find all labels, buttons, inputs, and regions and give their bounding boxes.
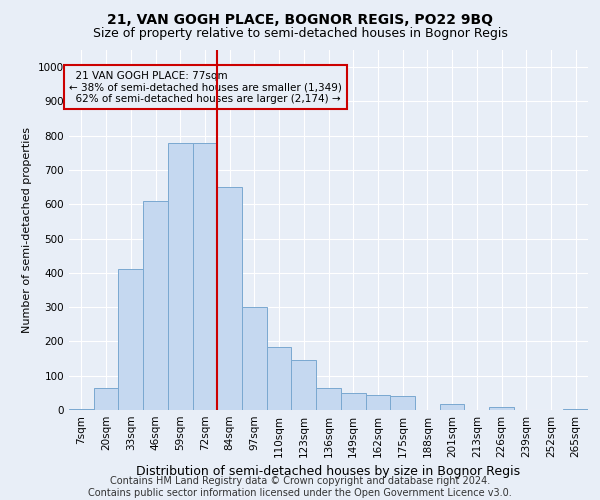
- Bar: [365, 394, 390, 410]
- Bar: [341, 393, 365, 410]
- Text: Contains HM Land Registry data © Crown copyright and database right 2024.
Contai: Contains HM Land Registry data © Crown c…: [88, 476, 512, 498]
- Bar: [217, 187, 242, 410]
- Text: Size of property relative to semi-detached houses in Bognor Regis: Size of property relative to semi-detach…: [92, 28, 508, 40]
- Bar: [193, 142, 217, 410]
- Bar: [143, 201, 168, 410]
- Bar: [94, 388, 118, 410]
- X-axis label: Distribution of semi-detached houses by size in Bognor Regis: Distribution of semi-detached houses by …: [136, 466, 521, 478]
- Bar: [267, 346, 292, 410]
- Bar: [292, 360, 316, 410]
- Bar: [168, 142, 193, 410]
- Bar: [489, 406, 514, 410]
- Bar: [242, 307, 267, 410]
- Bar: [316, 388, 341, 410]
- Bar: [440, 404, 464, 410]
- Bar: [118, 270, 143, 410]
- Bar: [390, 396, 415, 410]
- Y-axis label: Number of semi-detached properties: Number of semi-detached properties: [22, 127, 32, 333]
- Text: 21 VAN GOGH PLACE: 77sqm
← 38% of semi-detached houses are smaller (1,349)
  62%: 21 VAN GOGH PLACE: 77sqm ← 38% of semi-d…: [69, 70, 342, 104]
- Text: 21, VAN GOGH PLACE, BOGNOR REGIS, PO22 9BQ: 21, VAN GOGH PLACE, BOGNOR REGIS, PO22 9…: [107, 12, 493, 26]
